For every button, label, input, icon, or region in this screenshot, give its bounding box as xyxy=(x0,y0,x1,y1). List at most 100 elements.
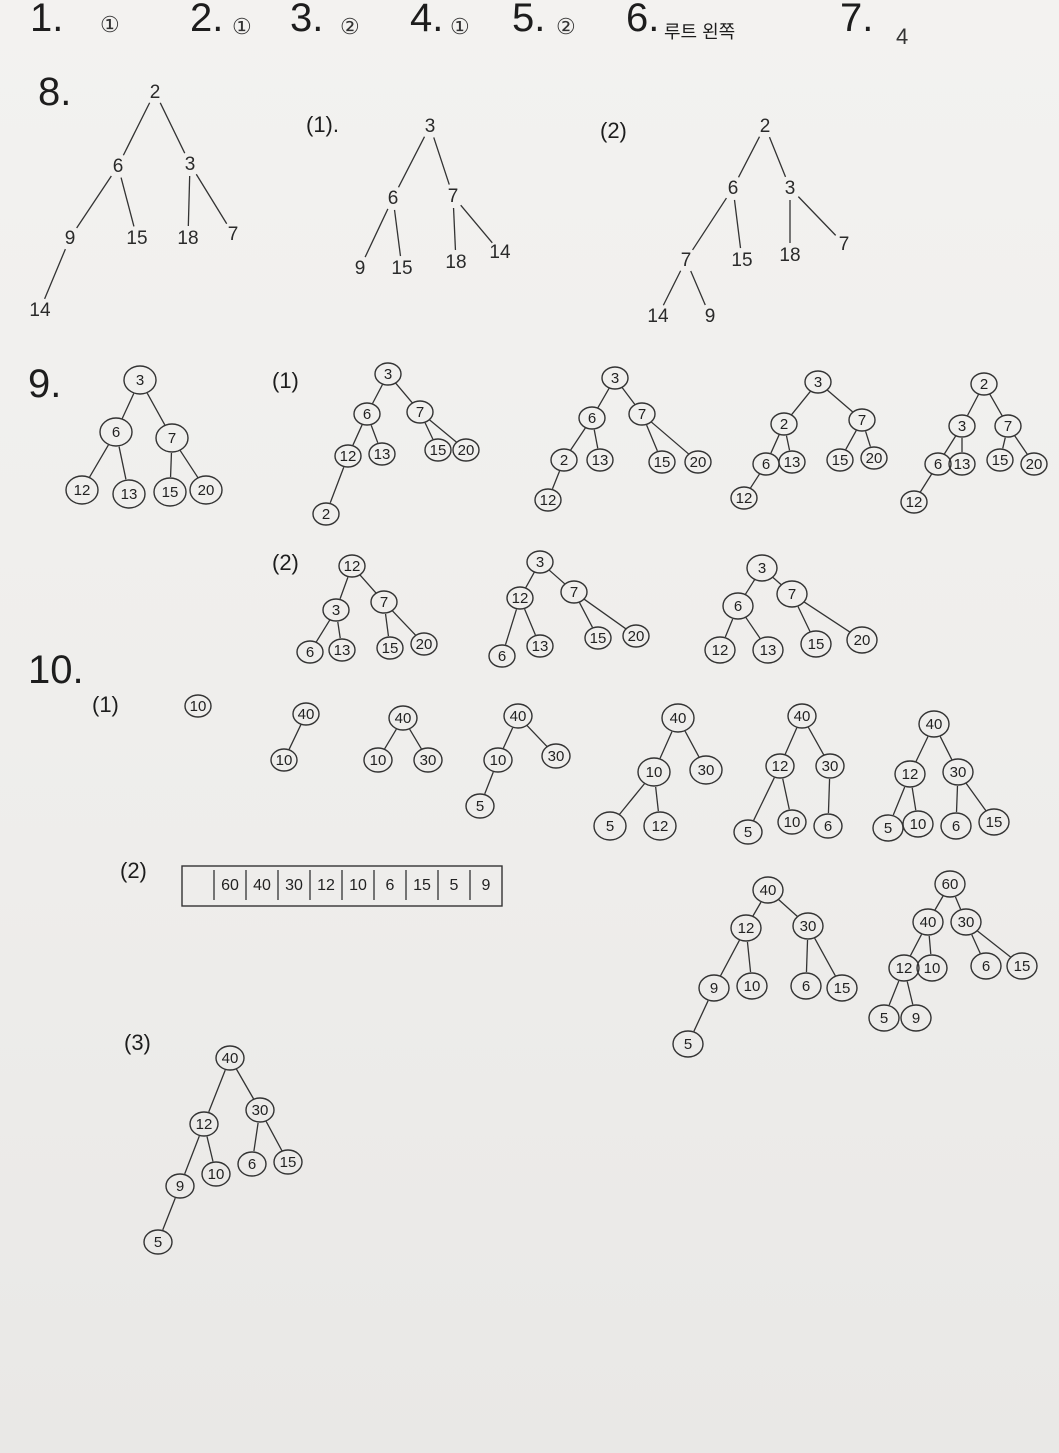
tree-edge xyxy=(384,613,390,637)
tree-edge xyxy=(692,197,727,251)
tree-node-value: 7 xyxy=(788,586,796,603)
tree-node-value: 3 xyxy=(611,370,619,387)
tree-node-value: 40 xyxy=(926,716,943,733)
tree-node-value: 6 xyxy=(498,648,506,665)
tree-node-value: 2 xyxy=(760,116,771,137)
tree-node-value: 15 xyxy=(834,980,851,997)
tree-edge xyxy=(162,1197,176,1231)
tree-node-circle xyxy=(722,592,754,620)
tree-node-value: 12 xyxy=(712,642,729,659)
tree-edge xyxy=(409,728,422,750)
tree-edge xyxy=(206,1136,214,1162)
tree-node-value: 12 xyxy=(906,494,923,511)
tree-node-circle xyxy=(586,448,614,472)
tree-edge xyxy=(384,728,397,750)
array-cell: 5 xyxy=(450,877,459,894)
tree-edge xyxy=(646,424,658,452)
tree-edge xyxy=(971,934,981,954)
tree-edge xyxy=(524,608,536,636)
tree-node-circle xyxy=(388,705,418,731)
tree-edge xyxy=(805,939,809,973)
tree-node-value: 20 xyxy=(854,632,871,649)
tree-edge xyxy=(693,1000,709,1032)
tree-node-circle xyxy=(777,809,807,835)
tree-node-value: 9 xyxy=(912,1010,920,1027)
tree-edge xyxy=(146,392,166,426)
tree-node-value: 5 xyxy=(884,820,892,837)
tree-edge xyxy=(745,617,761,639)
tree-edge xyxy=(909,934,923,956)
tree-node-circle xyxy=(503,703,533,729)
tree-edge xyxy=(179,450,199,478)
tree-node-value: 15 xyxy=(382,640,399,657)
tree-edge xyxy=(428,419,458,443)
tree-edge xyxy=(169,452,173,478)
tree-node-circle xyxy=(970,952,1002,980)
tree-node-value: 30 xyxy=(822,758,839,775)
tree-node-value: 14 xyxy=(647,306,669,327)
q8-tree-original: 2 6 3 9 15 18 7 14 xyxy=(29,82,238,321)
array-cell: 30 xyxy=(285,877,303,894)
tree-edge xyxy=(737,136,761,178)
q9-step2b: 3 12 7 6 13 15 20 xyxy=(488,550,650,668)
tree-node-circle xyxy=(123,365,157,395)
tree-edge xyxy=(337,621,341,639)
tree-node-value: 6 xyxy=(113,156,124,177)
tree-edge xyxy=(253,1122,259,1152)
tree-node-circle xyxy=(578,406,606,430)
tree-edge xyxy=(965,782,987,812)
tree-edge xyxy=(184,1135,200,1175)
tree-edge xyxy=(753,777,775,821)
tree-node-value: 12 xyxy=(738,920,755,937)
tree-node-value: 10 xyxy=(208,1166,225,1183)
tree-node-value: 20 xyxy=(866,450,883,467)
tree-node-value: 12 xyxy=(772,758,789,775)
tree-node-circle xyxy=(792,912,824,940)
tree-node-value: 20 xyxy=(198,482,215,499)
tree-edge xyxy=(391,610,417,636)
tree-edge xyxy=(397,136,426,188)
tree-node-value: 12 xyxy=(540,492,557,509)
tree-node-circle xyxy=(370,590,398,614)
tree-edge xyxy=(44,248,66,300)
tree-node-circle xyxy=(488,644,516,668)
tree-edge xyxy=(662,270,682,306)
tree-node-value: 15 xyxy=(992,452,1009,469)
tree-node-circle xyxy=(338,554,366,578)
q9-step2c: 3 6 7 12 13 15 20 xyxy=(704,554,878,664)
q10-step-g: 40 12 30 5 10 6 15 xyxy=(872,710,1010,842)
tree-node-value: 12 xyxy=(344,558,361,575)
tree-edge xyxy=(372,384,383,404)
tree-node-value: 9 xyxy=(705,306,716,327)
tree-node-circle xyxy=(912,908,944,936)
tree-node-value: 15 xyxy=(126,228,147,249)
tree-node-value: 6 xyxy=(388,188,399,209)
tree-node-value: 12 xyxy=(652,818,669,835)
tree-node-value: 15 xyxy=(731,250,752,271)
tree-node-value: 6 xyxy=(734,598,742,615)
tree-node-circle xyxy=(165,1173,195,1199)
tree-node-value: 13 xyxy=(121,486,138,503)
tree-edge xyxy=(583,598,627,630)
tree-node-value: 12 xyxy=(902,766,919,783)
tree-edge xyxy=(772,576,782,586)
tree-node-value: 10 xyxy=(276,752,293,769)
tree-edge xyxy=(526,724,548,748)
tree-node-value: 30 xyxy=(800,918,817,935)
tree-node-circle xyxy=(215,1045,245,1071)
tree-edge xyxy=(502,727,514,749)
answer-7-value: 4 xyxy=(896,24,909,49)
tree-node-circle xyxy=(143,1229,173,1255)
tree-edge xyxy=(618,783,646,815)
tree-edge xyxy=(339,577,349,599)
tree-node-value: 3 xyxy=(785,178,796,199)
tree-node-value: 14 xyxy=(489,242,511,263)
tree-edge xyxy=(195,173,228,225)
tree-node-value: 40 xyxy=(298,706,315,723)
tree-edge xyxy=(525,572,535,588)
tree-node-value: 15 xyxy=(832,452,849,469)
q10-step-f: 40 12 30 5 10 6 xyxy=(733,703,845,845)
tree-node-value: 9 xyxy=(710,980,718,997)
tree-node-circle xyxy=(153,477,187,507)
array-cell: 12 xyxy=(317,877,335,894)
